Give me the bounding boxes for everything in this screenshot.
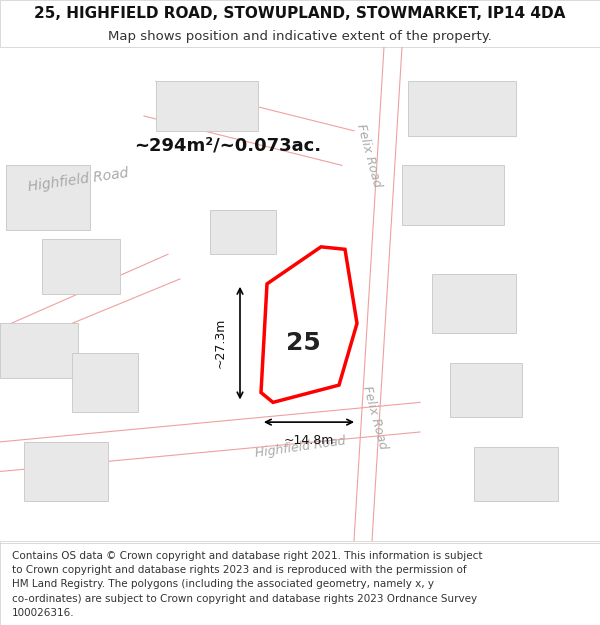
Text: ~14.8m: ~14.8m bbox=[284, 434, 334, 447]
Polygon shape bbox=[450, 363, 522, 418]
Text: co-ordinates) are subject to Crown copyright and database rights 2023 Ordnance S: co-ordinates) are subject to Crown copyr… bbox=[12, 594, 477, 604]
Text: ~27.3m: ~27.3m bbox=[214, 318, 227, 368]
Text: Felix Road: Felix Road bbox=[354, 122, 384, 189]
Text: 100026316.: 100026316. bbox=[12, 608, 74, 618]
Polygon shape bbox=[402, 166, 504, 224]
Text: 25: 25 bbox=[286, 331, 320, 355]
Polygon shape bbox=[210, 210, 276, 254]
Polygon shape bbox=[0, 323, 78, 378]
Polygon shape bbox=[432, 274, 516, 333]
Text: Highfield Road: Highfield Road bbox=[27, 166, 129, 194]
Text: Map shows position and indicative extent of the property.: Map shows position and indicative extent… bbox=[108, 30, 492, 43]
Text: 25, HIGHFIELD ROAD, STOWUPLAND, STOWMARKET, IP14 4DA: 25, HIGHFIELD ROAD, STOWUPLAND, STOWMARK… bbox=[34, 6, 566, 21]
Text: HM Land Registry. The polygons (including the associated geometry, namely x, y: HM Land Registry. The polygons (includin… bbox=[12, 579, 434, 589]
Text: Highfield Road: Highfield Road bbox=[254, 434, 346, 459]
Polygon shape bbox=[408, 81, 516, 136]
Text: ~294m²/~0.073ac.: ~294m²/~0.073ac. bbox=[134, 137, 322, 154]
Polygon shape bbox=[156, 81, 258, 131]
Polygon shape bbox=[474, 447, 558, 501]
Text: to Crown copyright and database rights 2023 and is reproduced with the permissio: to Crown copyright and database rights 2… bbox=[12, 565, 467, 575]
Polygon shape bbox=[6, 166, 90, 229]
Text: Felix Road: Felix Road bbox=[360, 384, 390, 451]
Polygon shape bbox=[261, 247, 357, 402]
Polygon shape bbox=[72, 353, 138, 412]
Polygon shape bbox=[24, 442, 108, 501]
Polygon shape bbox=[42, 239, 120, 294]
Text: Contains OS data © Crown copyright and database right 2021. This information is : Contains OS data © Crown copyright and d… bbox=[12, 551, 482, 561]
